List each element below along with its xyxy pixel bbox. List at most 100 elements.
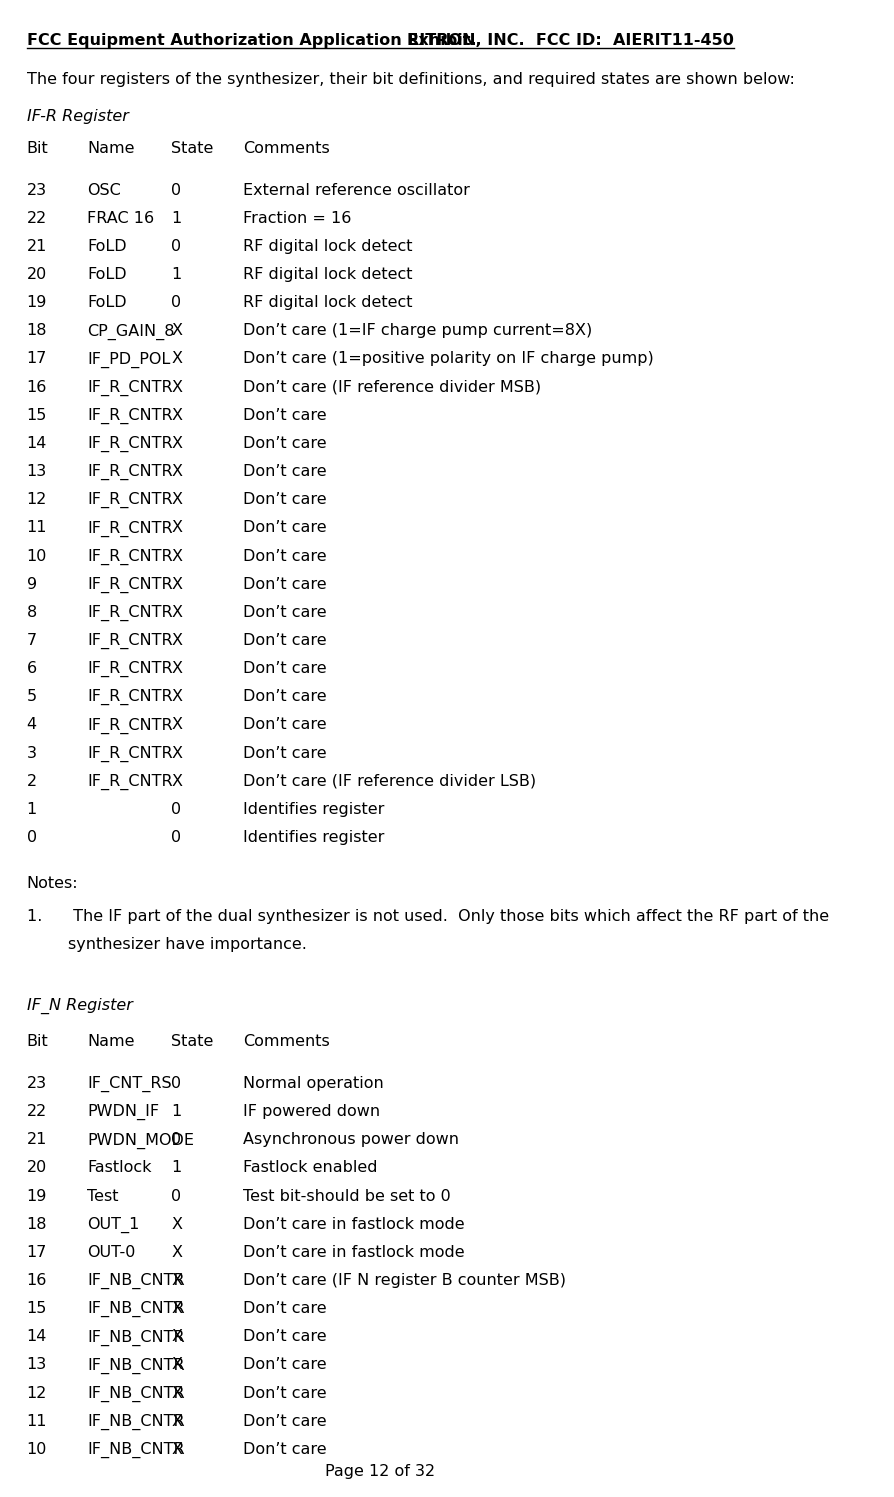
Text: IF_R_CNTR: IF_R_CNTR [88,380,173,395]
Text: 14: 14 [27,1329,47,1344]
Text: 1.      The IF part of the dual synthesizer is not used.  Only those bits which : 1. The IF part of the dual synthesizer i… [27,909,829,924]
Text: OSC: OSC [88,183,122,198]
Text: IF_NB_CNTR: IF_NB_CNTR [88,1329,185,1346]
Text: Don’t care: Don’t care [243,1329,327,1344]
Text: Don’t care: Don’t care [243,407,327,422]
Text: Bit: Bit [27,141,48,156]
Text: 1: 1 [171,1105,181,1120]
Text: RF digital lock detect: RF digital lock detect [243,266,413,281]
Text: FCC Equipment Authorization Application Exhibit.: FCC Equipment Authorization Application … [27,33,477,48]
Text: 12: 12 [27,1386,47,1401]
Text: 11: 11 [27,1413,47,1428]
Text: Don’t care: Don’t care [243,746,327,760]
Text: 10: 10 [27,1442,47,1457]
Text: X: X [171,323,182,338]
Text: Don’t care: Don’t care [243,576,327,591]
Text: 7: 7 [27,633,37,648]
Text: Don’t care: Don’t care [243,689,327,704]
Text: Don’t care (1=IF charge pump current=8X): Don’t care (1=IF charge pump current=8X) [243,323,593,338]
Text: 1: 1 [171,266,181,281]
Text: X: X [171,352,182,367]
Text: 13: 13 [27,1358,46,1373]
Text: Don’t care: Don’t care [243,548,327,563]
Text: X: X [171,521,182,536]
Text: 22: 22 [27,1105,46,1120]
Text: X: X [171,633,182,648]
Text: Page 12 of 32: Page 12 of 32 [325,1464,435,1479]
Text: State: State [171,141,214,156]
Text: IF_R_CNTR: IF_R_CNTR [88,746,173,762]
Text: IF_NB_CNTR: IF_NB_CNTR [88,1386,185,1401]
Text: FoLD: FoLD [88,240,127,254]
Text: 0: 0 [171,1076,181,1091]
Text: 18: 18 [27,1217,47,1232]
Text: IF_R_CNTR: IF_R_CNTR [88,521,173,536]
Text: 0: 0 [171,240,181,254]
Text: X: X [171,774,182,789]
Text: IF_NB_CNTR: IF_NB_CNTR [88,1413,185,1430]
Text: IF_R_CNTR: IF_R_CNTR [88,717,173,734]
Text: CP_GAIN_8: CP_GAIN_8 [88,323,175,340]
Text: X: X [171,689,182,704]
Text: 17: 17 [27,352,47,367]
Text: Don’t care: Don’t care [243,1442,327,1457]
Text: X: X [171,1358,182,1373]
Text: Comments: Comments [243,1034,330,1049]
Text: IF_NB_CNTR: IF_NB_CNTR [88,1358,185,1374]
Text: 21: 21 [27,1132,47,1147]
Text: X: X [171,1301,182,1316]
Text: X: X [171,1329,182,1344]
Text: 0: 0 [171,829,181,844]
Text: IF_R_CNTR: IF_R_CNTR [88,407,173,424]
Text: IF_R_CNTR: IF_R_CNTR [88,662,173,677]
Text: X: X [171,746,182,760]
Text: Test bit-should be set to 0: Test bit-should be set to 0 [243,1189,451,1204]
Text: 19: 19 [27,295,47,310]
Text: 21: 21 [27,240,47,254]
Text: X: X [171,1246,182,1260]
Text: IF_R_CNTR: IF_R_CNTR [88,774,173,790]
Text: X: X [171,464,182,479]
Text: X: X [171,662,182,677]
Text: 18: 18 [27,323,47,338]
Text: IF_R_CNTR: IF_R_CNTR [88,493,173,509]
Text: Name: Name [88,1034,135,1049]
Text: X: X [171,1442,182,1457]
Text: 1: 1 [27,802,37,817]
Text: IF_PD_POL: IF_PD_POL [88,352,171,368]
Text: The four registers of the synthesizer, their bit definitions, and required state: The four registers of the synthesizer, t… [27,72,795,87]
Text: Don’t care: Don’t care [243,464,327,479]
Text: IF_R_CNTR: IF_R_CNTR [88,689,173,705]
Text: IF_R_CNTR: IF_R_CNTR [88,605,173,621]
Text: 20: 20 [27,266,46,281]
Text: Normal operation: Normal operation [243,1076,384,1091]
Text: RF digital lock detect: RF digital lock detect [243,240,413,254]
Text: 8: 8 [27,605,37,620]
Text: 17: 17 [27,1246,47,1260]
Text: PWDN_MODE: PWDN_MODE [88,1132,195,1148]
Text: External reference oscillator: External reference oscillator [243,183,470,198]
Text: 22: 22 [27,211,46,226]
Text: Fraction = 16: Fraction = 16 [243,211,351,226]
Text: Fastlock enabled: Fastlock enabled [243,1160,378,1175]
Text: synthesizer have importance.: synthesizer have importance. [27,937,307,952]
Text: X: X [171,380,182,395]
Text: Identifies register: Identifies register [243,802,384,817]
Text: 0: 0 [171,183,181,198]
Text: 0: 0 [171,802,181,817]
Text: 5: 5 [27,689,37,704]
Text: Don’t care: Don’t care [243,605,327,620]
Text: 0: 0 [27,829,37,844]
Text: 1: 1 [171,211,181,226]
Text: Don’t care: Don’t care [243,493,327,507]
Text: 15: 15 [27,1301,47,1316]
Text: IF_R_CNTR: IF_R_CNTR [88,464,173,481]
Text: Fastlock: Fastlock [88,1160,152,1175]
Text: Asynchronous power down: Asynchronous power down [243,1132,460,1147]
Text: IF_CNT_RS: IF_CNT_RS [88,1076,172,1093]
Text: Don’t care (IF N register B counter MSB): Don’t care (IF N register B counter MSB) [243,1272,567,1287]
Text: X: X [171,1217,182,1232]
Text: X: X [171,1386,182,1401]
Text: Don’t care: Don’t care [243,521,327,536]
Text: X: X [171,717,182,732]
